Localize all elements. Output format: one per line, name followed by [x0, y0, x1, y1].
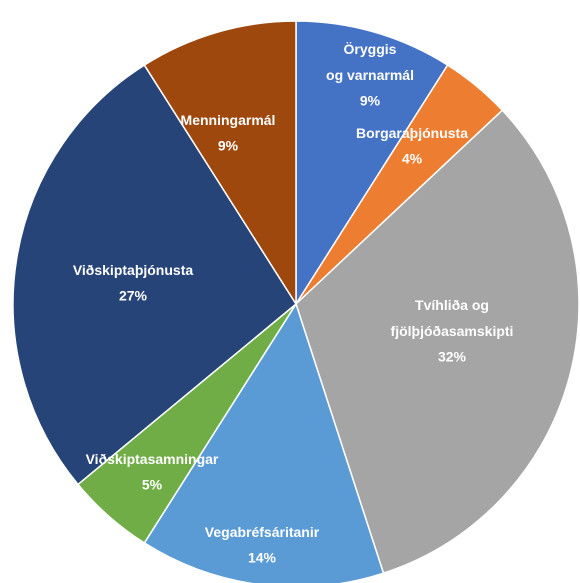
- slice-label: Vegabréfsáritanir: [205, 524, 320, 540]
- slice-label: Tvíhliða og fjölþjóðasamskipti: [391, 297, 514, 339]
- slice-label: Borgaraþjónusta: [356, 125, 468, 141]
- pie-slice: [12, 64, 297, 486]
- slice-label-line: Öryggis: [344, 41, 397, 57]
- value-label: 32%: [438, 349, 467, 365]
- value-label: 5%: [142, 477, 163, 493]
- pie-slice: [143, 302, 385, 583]
- slice-label-line: Viðskiptasamningar: [86, 451, 219, 467]
- value-label: 14%: [248, 550, 277, 566]
- value-label: 9%: [360, 93, 381, 109]
- slice-label: Öryggis og varnarmál: [326, 41, 414, 83]
- slice-label-line: Tvíhliða og: [415, 297, 489, 313]
- pie-slice: [143, 20, 297, 307]
- value-label: 9%: [218, 138, 239, 154]
- slice-label-line: Borgaraþjónusta: [356, 125, 468, 141]
- slice-label: Viðskiptasamningar: [86, 451, 219, 467]
- slice-label-line: Viðskiptaþjónusta: [73, 262, 194, 278]
- value-label: 4%: [402, 151, 423, 167]
- slice-label-line: og varnarmál: [326, 67, 414, 83]
- slice-label-line: Vegabréfsáritanir: [205, 524, 320, 540]
- pie-slice: [295, 109, 580, 575]
- slice-label: Menningarmál: [181, 112, 276, 128]
- value-label: 27%: [119, 288, 148, 304]
- slice-label-line: Menningarmál: [181, 112, 276, 128]
- slice-label: Viðskiptaþjónusta: [73, 262, 194, 278]
- slice-label-line: fjölþjóðasamskipti: [391, 323, 514, 339]
- pie-slice: [295, 20, 449, 307]
